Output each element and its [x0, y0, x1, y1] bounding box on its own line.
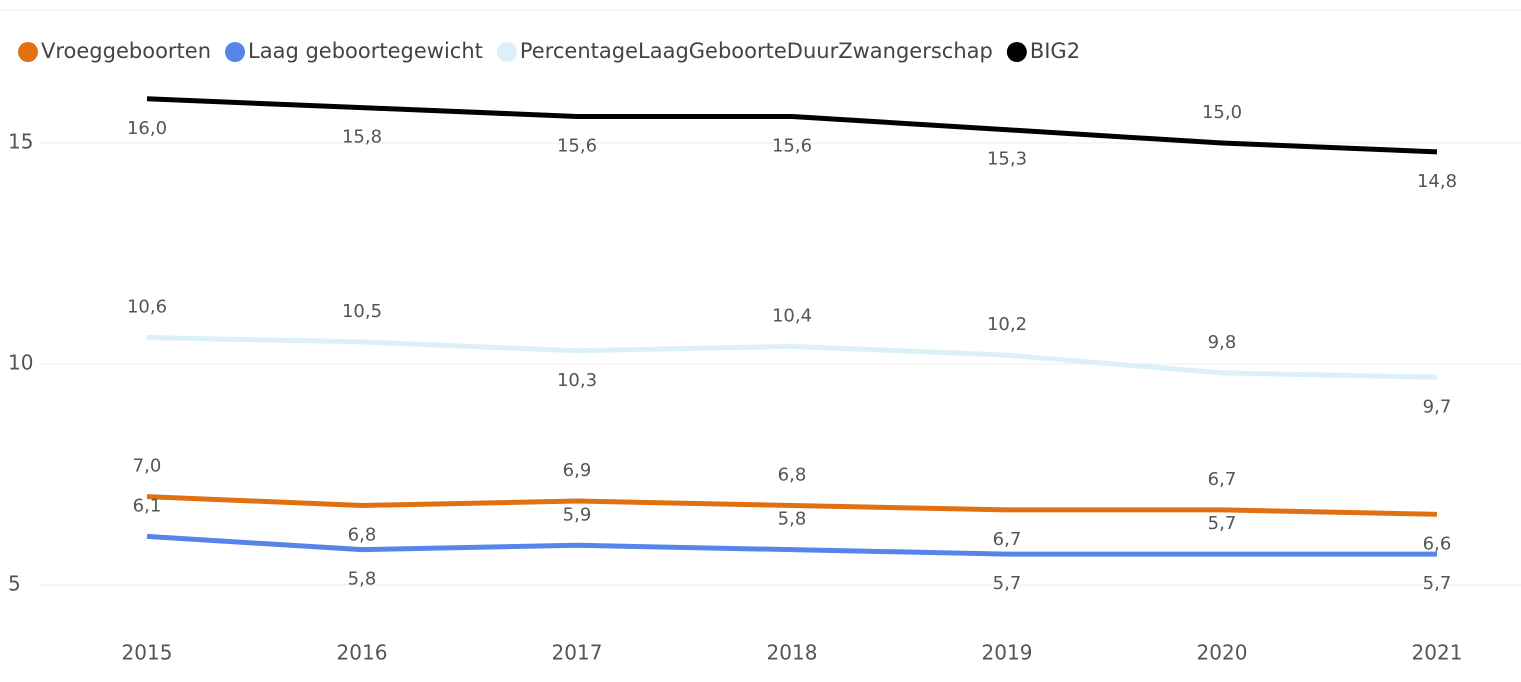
data-label: 5,9 — [563, 504, 592, 525]
data-label: 10,5 — [342, 301, 382, 322]
x-tick-label: 2019 — [982, 641, 1033, 665]
x-tick-label: 2017 — [552, 641, 603, 665]
data-label: 6,1 — [133, 495, 162, 516]
data-label: 10,2 — [987, 314, 1027, 335]
data-label: 5,7 — [1423, 573, 1452, 594]
data-label: 10,3 — [557, 370, 597, 391]
data-label: 6,8 — [778, 464, 807, 485]
data-label: 6,9 — [563, 460, 592, 481]
legend-label: BIG2 — [1030, 39, 1080, 63]
x-tick-label: 2016 — [337, 641, 388, 665]
data-label: 5,7 — [1208, 513, 1237, 534]
y-tick-label: 15 — [8, 130, 33, 154]
legend-label: PercentageLaagGeboorteDuurZwangerschap — [520, 39, 993, 63]
data-label: 6,6 — [1423, 533, 1452, 554]
data-label: 9,8 — [1208, 332, 1237, 353]
data-label: 15,6 — [772, 135, 812, 156]
y-tick-label: 10 — [8, 351, 33, 375]
x-tick-label: 2020 — [1197, 641, 1248, 665]
data-label: 15,0 — [1202, 102, 1242, 123]
data-label: 5,8 — [348, 569, 377, 590]
series-line — [146, 334, 1438, 380]
data-label: 6,7 — [1208, 469, 1237, 490]
data-label: 5,8 — [778, 509, 807, 530]
data-label: 10,4 — [772, 305, 812, 326]
data-label: 15,3 — [987, 149, 1027, 170]
series-line — [146, 533, 1437, 557]
data-label: 5,7 — [993, 573, 1022, 594]
legend-marker — [18, 42, 38, 62]
data-label: 7,0 — [133, 456, 162, 477]
data-label: 6,7 — [993, 529, 1022, 550]
legend-marker — [225, 42, 246, 62]
x-tick-label: 2015 — [122, 641, 173, 665]
data-label: 14,8 — [1417, 171, 1457, 192]
x-tick-label: 2018 — [767, 641, 818, 665]
x-tick-label: 2021 — [1412, 641, 1463, 665]
data-label: 16,0 — [127, 118, 167, 139]
data-label: 15,8 — [342, 127, 382, 148]
data-label: 10,6 — [127, 296, 167, 317]
data-label: 15,6 — [557, 135, 597, 156]
legend-label: Laag geboortegewicht — [248, 39, 483, 63]
data-label: 9,7 — [1423, 396, 1452, 417]
legend-label: Vroeggeboorten — [41, 39, 211, 63]
series-line — [146, 494, 1438, 517]
data-label: 6,8 — [348, 524, 377, 545]
series-line — [146, 96, 1438, 155]
legend-marker — [496, 42, 517, 62]
y-tick-label: 5 — [8, 572, 21, 596]
legend-marker — [1006, 42, 1027, 62]
